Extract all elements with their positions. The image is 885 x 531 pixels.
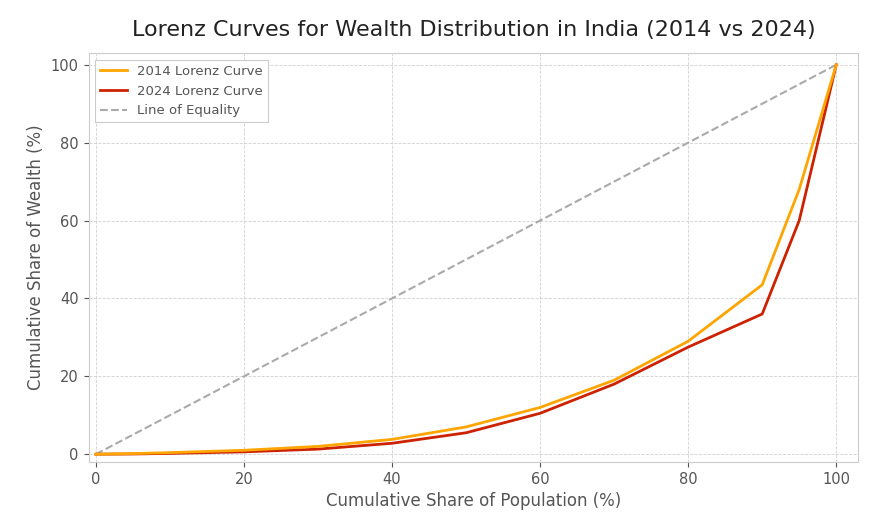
- Title: Lorenz Curves for Wealth Distribution in India (2014 vs 2024): Lorenz Curves for Wealth Distribution in…: [132, 20, 815, 40]
- Legend: 2014 Lorenz Curve, 2024 Lorenz Curve, Line of Equality: 2014 Lorenz Curve, 2024 Lorenz Curve, Li…: [95, 59, 268, 123]
- X-axis label: Cumulative Share of Population (%): Cumulative Share of Population (%): [326, 492, 621, 510]
- Y-axis label: Cumulative Share of Wealth (%): Cumulative Share of Wealth (%): [27, 125, 45, 390]
